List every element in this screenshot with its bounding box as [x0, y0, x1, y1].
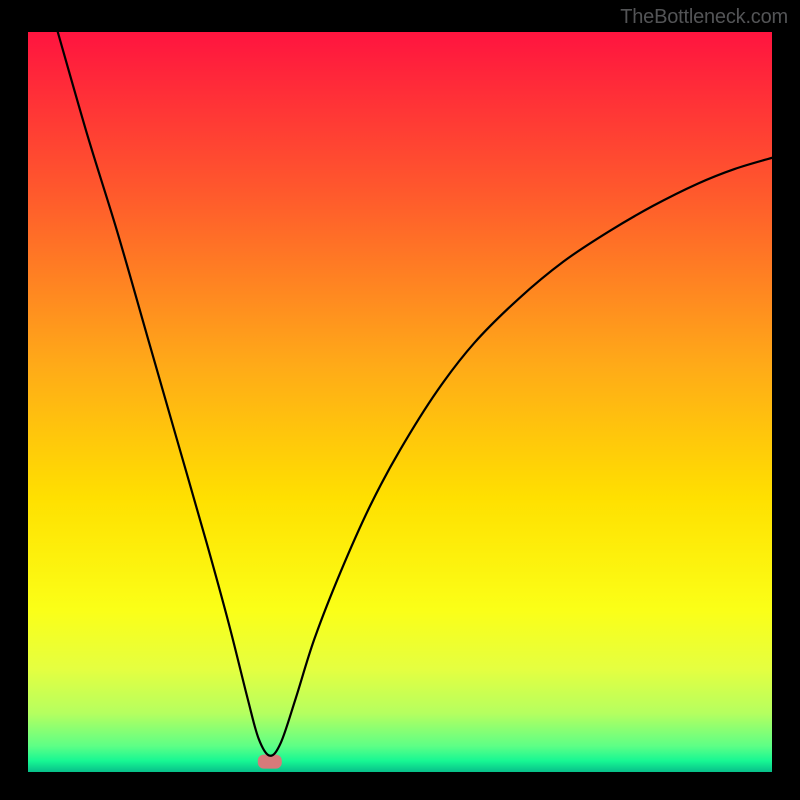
bottleneck-chart	[28, 32, 772, 772]
watermark-text: TheBottleneck.com	[620, 6, 788, 29]
plot-area	[28, 32, 772, 772]
chart-frame: TheBottleneck.com	[0, 0, 800, 800]
